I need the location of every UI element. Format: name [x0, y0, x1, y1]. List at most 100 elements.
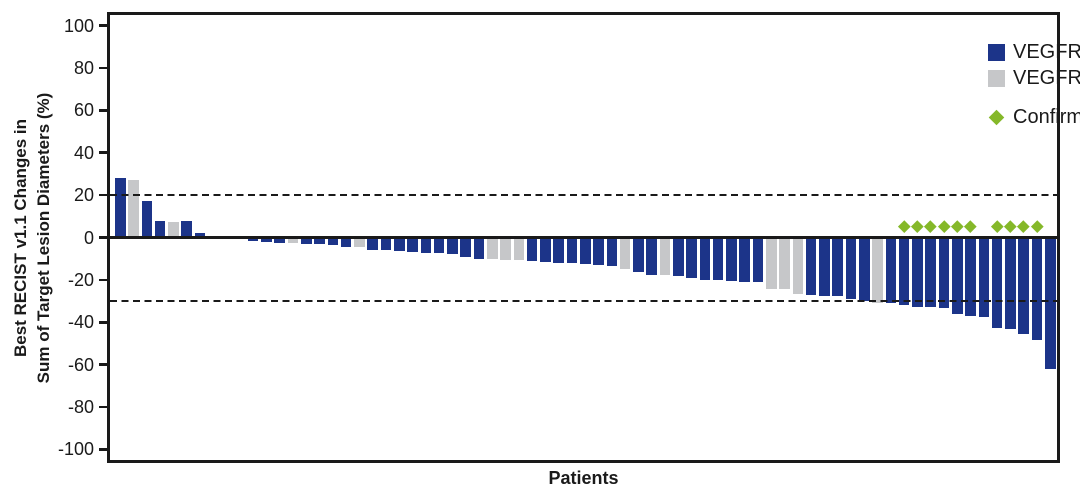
patient-bar	[752, 238, 764, 282]
patient-bar	[1005, 238, 1016, 329]
patient-bar	[646, 238, 658, 275]
patient-bar	[394, 238, 405, 252]
y-tick-label: -20	[67, 269, 94, 290]
patient-bar	[779, 238, 790, 290]
patient-bar	[872, 238, 883, 304]
patient-bar	[845, 238, 857, 299]
patient-bar	[885, 238, 897, 304]
patient-bar	[566, 238, 578, 263]
y-tick-mark	[99, 109, 107, 112]
patient-bar	[247, 238, 259, 241]
patient-bar	[287, 238, 299, 243]
vegfri-naive-swatch-icon	[988, 43, 1005, 61]
confirmed-pr-diamond-icon	[898, 219, 911, 232]
patient-bar	[327, 238, 339, 245]
patient-bar	[194, 233, 206, 238]
legend-label: VEGFRi-naïve	[1013, 40, 1080, 63]
y-tick-label: 0	[83, 227, 94, 248]
patient-bar	[619, 238, 631, 270]
patient-bar	[141, 201, 153, 238]
legend-label: VEGFRi-treated	[1013, 66, 1080, 89]
patient-bar	[1018, 238, 1030, 334]
patient-bar	[420, 238, 432, 254]
y-tick-label: 80	[73, 57, 94, 78]
patient-bar	[580, 238, 591, 264]
reference-line	[110, 299, 1057, 303]
y-tick-mark	[99, 66, 107, 70]
confirmed-pr-diamond-icon	[911, 219, 924, 232]
patient-bar	[912, 238, 923, 308]
patient-bar	[513, 238, 525, 260]
patient-bar	[593, 238, 604, 266]
patient-bar	[898, 238, 910, 306]
bars-layer	[110, 15, 1057, 460]
confirmed-pr-diamond-icon	[988, 109, 1005, 126]
patient-bar	[859, 238, 870, 302]
patient-bar	[965, 238, 976, 316]
y-tick-label: -80	[67, 397, 94, 418]
legend-item-confirmed-pr: Confirmed PR	[988, 104, 1080, 130]
patient-bar	[354, 238, 365, 248]
x-axis-title: Patients	[548, 468, 619, 488]
patient-bar	[367, 238, 379, 251]
y-tick-label: 60	[73, 100, 94, 121]
patient-bar	[938, 238, 950, 309]
patient-bar	[712, 238, 724, 280]
y-tick-mark	[99, 236, 107, 239]
legend-label: Confirmed PR	[1013, 105, 1080, 128]
confirmed-pr-diamond-icon	[1030, 219, 1044, 232]
patient-bar	[274, 238, 286, 243]
y-tick-label: -100	[57, 439, 94, 460]
patient-bar	[500, 238, 511, 260]
confirmed-pr-diamond-icon	[1004, 219, 1017, 232]
y-tick-mark	[99, 24, 107, 27]
patient-bar	[1031, 238, 1043, 341]
patient-bar	[526, 238, 538, 261]
patient-bar	[407, 238, 418, 253]
plot-area: VEGFRi-naïve VEGFRi-treated Confirmed PR	[107, 12, 1080, 463]
patient-bar	[991, 238, 1003, 328]
y-tick-mark	[99, 405, 107, 409]
patient-bar	[805, 238, 817, 295]
patient-bar	[766, 238, 777, 290]
patient-bar	[380, 238, 392, 251]
y-tick-label: -60	[67, 354, 94, 375]
reference-lines-layer	[110, 15, 1057, 460]
y-tick-label: -40	[67, 312, 94, 333]
patient-bar	[447, 238, 458, 255]
patient-bar	[301, 238, 312, 244]
patient-bar	[952, 238, 963, 314]
vegfri-treated-swatch-icon	[988, 69, 1005, 87]
zero-baseline	[110, 236, 1057, 239]
y-tick-label: 40	[73, 142, 94, 163]
patient-bar	[699, 238, 711, 280]
patient-bar	[340, 238, 352, 248]
confirmed-pr-diamond-icon	[991, 219, 1004, 232]
patient-bar	[433, 238, 445, 254]
patient-bar	[487, 238, 498, 259]
y-tick-label: 100	[63, 15, 94, 36]
patient-bar	[633, 238, 644, 273]
patient-bar	[686, 238, 697, 278]
patient-bar	[154, 220, 166, 238]
legend-item-vegfri-treated: VEGFRi-treated	[988, 65, 1080, 91]
reference-line	[110, 193, 1057, 197]
confirmed-pr-diamond-icon	[1017, 219, 1030, 232]
patient-bar	[473, 238, 485, 259]
patient-bar	[553, 238, 565, 263]
y-axis-title-line1: Best RECIST v1.1 Changes in	[11, 118, 31, 358]
patient-bar	[673, 238, 684, 276]
patient-bar	[792, 238, 804, 294]
patient-bar	[606, 238, 618, 267]
patient-bar	[925, 238, 937, 308]
y-tick-label: 20	[73, 185, 94, 206]
confirmed-pr-diamond-icon	[924, 219, 937, 232]
confirmed-pr-diamond-icon	[964, 219, 977, 232]
patient-bar	[168, 221, 179, 238]
confirmed-pr-diamond-icon	[951, 219, 964, 232]
y-tick-mark	[99, 193, 107, 197]
y-tick-mark	[99, 321, 107, 324]
patient-bar	[1045, 238, 1056, 369]
patient-bar	[115, 178, 126, 238]
